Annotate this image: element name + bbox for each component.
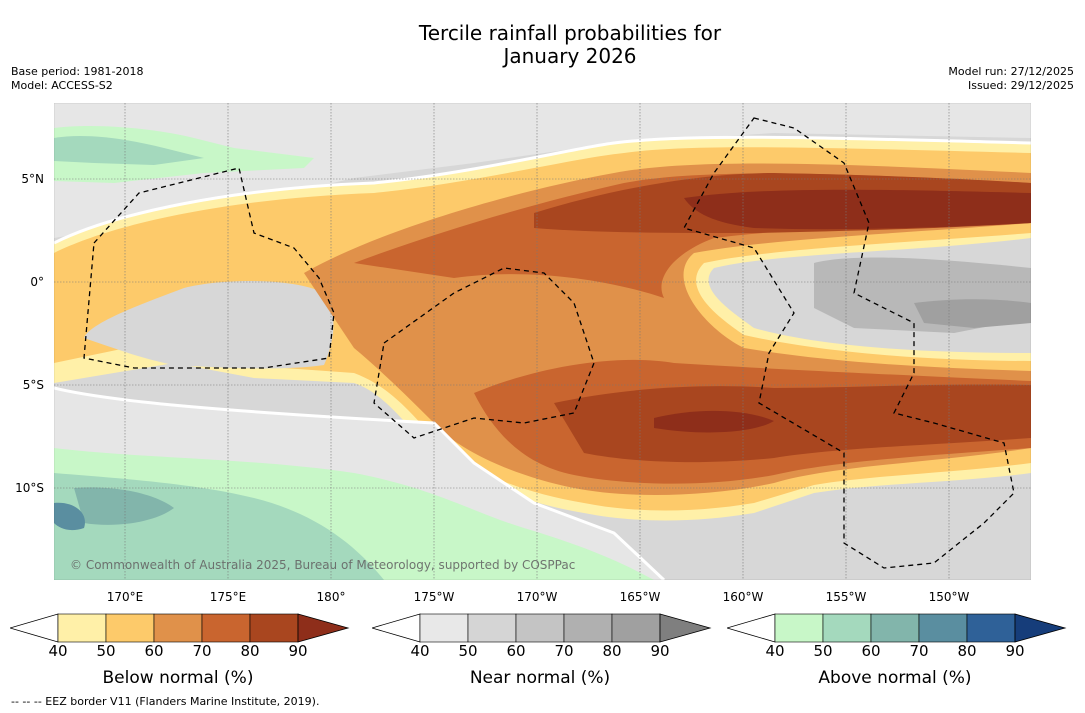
below-90-north <box>684 189 1031 230</box>
map-title: Tercile rainfall probabilities for Janua… <box>0 22 1085 68</box>
below-tick-70: 70 <box>192 642 212 660</box>
below-colorbar-label: Below normal (%) <box>102 668 254 688</box>
eez-kiribati-line <box>683 117 1015 569</box>
gridlines <box>54 103 1031 580</box>
lon-label-175e: 175°E <box>209 590 247 604</box>
near-bin-70 <box>563 613 613 643</box>
colorbar-above <box>727 613 1067 643</box>
below-under-arrow <box>10 613 59 643</box>
eez-tuvalu-tokelau <box>373 267 595 439</box>
above-colorbar-label: Above normal (%) <box>818 668 972 688</box>
near-bin-60 <box>515 613 565 643</box>
near-west-hole <box>84 281 334 369</box>
near-light-north <box>54 103 1031 238</box>
below-tick-60: 60 <box>144 642 164 660</box>
colorbar-near <box>372 613 712 643</box>
above-tick-80: 80 <box>957 642 977 660</box>
meta-left: Base period: 1981-2018 Model: ACCESS-S2 <box>11 65 143 93</box>
below-tick-80: 80 <box>240 642 260 660</box>
eez-borders <box>83 117 1015 569</box>
lon-label-170e: 170°E <box>106 590 144 604</box>
issued-date: Issued: 29/12/2025 <box>967 79 1074 92</box>
colorbar-below <box>10 613 350 643</box>
near-tick-60: 60 <box>506 642 526 660</box>
near-bin-40 <box>419 613 469 643</box>
near-tick-90: 90 <box>650 642 670 660</box>
above-tick-60: 60 <box>861 642 881 660</box>
below-tick-50: 50 <box>96 642 116 660</box>
below-90-south <box>654 410 774 433</box>
lon-label-175w: 175°W <box>413 590 455 604</box>
lat-label-5s: 5°S <box>22 378 44 392</box>
above-south-70 <box>54 502 85 531</box>
near-under-arrow <box>372 613 421 643</box>
above-nw-2 <box>54 136 204 165</box>
lon-label-170w: 170°W <box>516 590 558 604</box>
above-over-arrow <box>1014 613 1067 643</box>
model-run: Model run: 27/12/2025 <box>948 65 1074 78</box>
near-bin-50 <box>467 613 517 643</box>
above-bin-80 <box>966 613 1016 643</box>
above-bin-70 <box>918 613 968 643</box>
eez-footnote: -- -- -- EEZ border V11 (Flanders Marine… <box>11 695 320 708</box>
model-name: Model: ACCESS-S2 <box>11 79 113 92</box>
below-bin-80 <box>249 613 299 643</box>
near-tick-40: 40 <box>410 642 430 660</box>
lat-label-0: 0° <box>30 275 44 289</box>
near-darker-east <box>914 299 1031 328</box>
above-south-60 <box>74 487 174 525</box>
above-bin-50 <box>822 613 872 643</box>
near-colorbar-label: Near normal (%) <box>469 668 611 688</box>
below-bin-60 <box>153 613 203 643</box>
above-tick-90: 90 <box>1005 642 1025 660</box>
title-line-1: Tercile rainfall probabilities for <box>418 21 722 45</box>
above-tick-50: 50 <box>813 642 833 660</box>
lat-label-5n: 5°N <box>21 172 44 186</box>
above-under-arrow <box>727 613 776 643</box>
lon-label-155w: 155°W <box>825 590 867 604</box>
meta-right: Model run: 27/12/2025 Issued: 29/12/2025 <box>948 65 1074 93</box>
near-tick-80: 80 <box>602 642 622 660</box>
above-tick-40: 40 <box>765 642 785 660</box>
lat-label-10s: 10°S <box>15 481 44 495</box>
below-tick-90: 90 <box>288 642 308 660</box>
near-bin-80 <box>611 613 661 643</box>
below-bin-70 <box>201 613 251 643</box>
probability-map <box>54 103 1031 580</box>
above-bin-40 <box>774 613 824 643</box>
title-line-2: January 2026 <box>503 44 637 68</box>
below-over-arrow <box>297 613 350 643</box>
below-tick-40: 40 <box>48 642 68 660</box>
above-bin-60 <box>870 613 920 643</box>
lon-label-160w: 160°W <box>722 590 764 604</box>
lon-label-180: 180° <box>316 590 346 604</box>
near-tick-50: 50 <box>458 642 478 660</box>
contour-outline-south <box>54 386 666 580</box>
near-tick-70: 70 <box>554 642 574 660</box>
below-bin-50 <box>105 613 155 643</box>
lon-label-165w: 165°W <box>619 590 661 604</box>
base-period: Base period: 1981-2018 <box>11 65 144 78</box>
lon-label-150w: 150°W <box>928 590 970 604</box>
contour-outline-north <box>54 135 1031 245</box>
below-bin-40 <box>57 613 107 643</box>
above-tick-70: 70 <box>909 642 929 660</box>
near-over-arrow <box>659 613 712 643</box>
eez-kiribati-gilbert <box>83 167 335 369</box>
copyright-text: © Commonwealth of Australia 2025, Bureau… <box>70 558 576 572</box>
